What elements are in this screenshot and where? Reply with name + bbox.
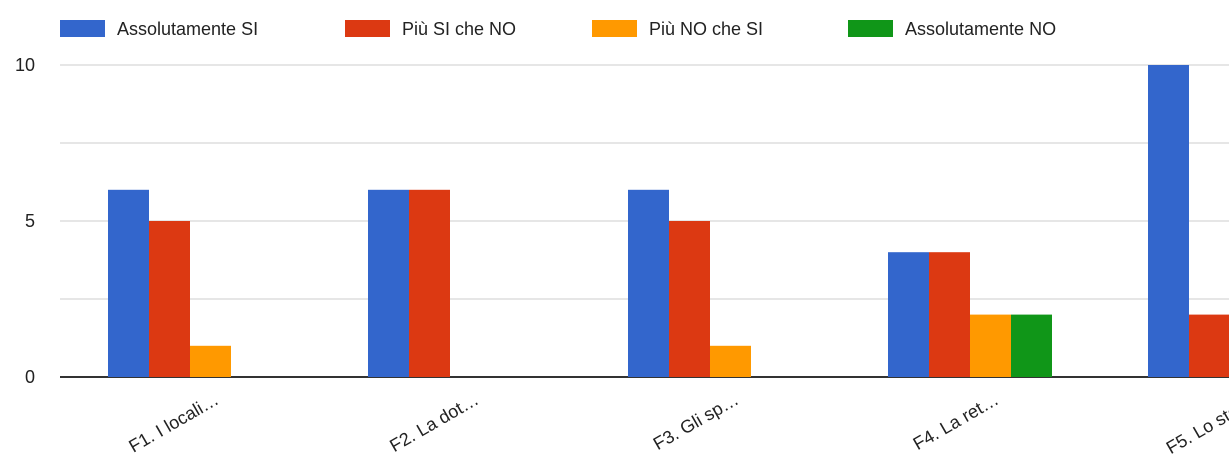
bar-3-series-1 xyxy=(628,189,669,377)
bar-1-series-1 xyxy=(108,189,149,377)
bars xyxy=(108,65,1229,377)
legend-label-4: Assolutamente NO xyxy=(905,19,1056,39)
bar-2-series-1 xyxy=(368,189,409,377)
x-tick-label-2: F2. La dot… xyxy=(386,389,482,456)
bar-3-series-2 xyxy=(669,221,710,377)
legend-swatch-4 xyxy=(848,20,893,37)
x-tick-label-1: F1. I locali… xyxy=(125,389,222,456)
bar-4-series-4 xyxy=(1011,314,1052,377)
bar-5-series-1 xyxy=(1148,65,1189,377)
legend-label-3: Più NO che SI xyxy=(649,19,763,39)
x-tick-label-3: F3. Gli sp… xyxy=(650,389,742,454)
x-tick-label-4: F4. La ret… xyxy=(910,389,1002,454)
bar-4-series-1 xyxy=(888,252,929,377)
bar-1-series-2 xyxy=(149,221,190,377)
bar-3-series-3 xyxy=(710,345,751,377)
y-axis: 0 5 10 xyxy=(15,55,35,387)
bar-5-series-2 xyxy=(1189,314,1229,377)
legend-swatch-1 xyxy=(60,20,105,37)
legend-label-1: Assolutamente SI xyxy=(117,19,258,39)
bar-2-series-2 xyxy=(409,189,450,377)
y-tick-label-1: 5 xyxy=(25,211,35,231)
legend-swatch-2 xyxy=(345,20,390,37)
legend: Assolutamente SI Più SI che NO Più NO che … xyxy=(60,19,1056,39)
x-tick-label-5: F5. Lo stat… xyxy=(1163,389,1229,458)
bar-4-series-2 xyxy=(929,252,970,377)
bar-1-series-3 xyxy=(190,345,231,377)
x-axis: F1. I locali… F2. La dot… F3. Gli sp… F4. L… xyxy=(125,389,1229,458)
bar-4-series-3 xyxy=(970,314,1011,377)
y-tick-label-2: 10 xyxy=(15,55,35,75)
legend-label-2: Più SI che NO xyxy=(402,19,516,39)
legend-swatch-3 xyxy=(592,20,637,37)
y-tick-label-0: 0 xyxy=(25,367,35,387)
